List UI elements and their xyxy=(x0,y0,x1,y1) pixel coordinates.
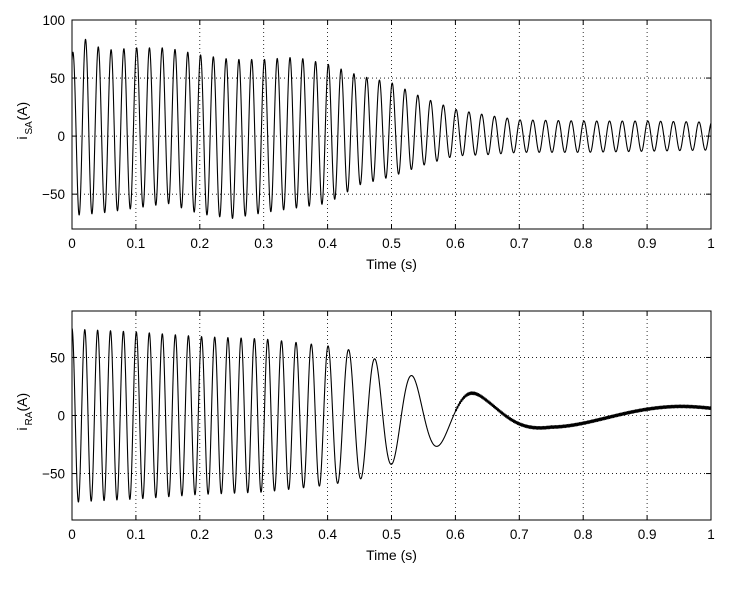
x-tick-label: 0.9 xyxy=(638,527,657,542)
rotor-current-plot: 0 0.1 0.2 0.3 0.4 0.5 0.6 0.7 0.8 0.9 1 50 0 −50 Time … xyxy=(14,310,715,563)
x-tick-label: 0.1 xyxy=(127,527,146,542)
y-tick-label: −50 xyxy=(42,187,65,202)
y-tick-label: 0 xyxy=(57,129,65,144)
rotor-current-trace xyxy=(71,328,712,503)
y-axis-label-main: i xyxy=(14,136,30,139)
x-tick-label: 0.4 xyxy=(318,236,337,251)
x-tick-label: 0.6 xyxy=(446,236,465,251)
stator-current-plot: 0 0.1 0.2 0.3 0.4 0.5 0.6 0.7 0.8 0.9 1 100 50 0 −50 Ti… xyxy=(14,13,715,272)
x-tick-label: 0.9 xyxy=(638,236,657,251)
x-tick-label: 0.1 xyxy=(127,236,146,251)
x-tick-label: 0.2 xyxy=(190,236,209,251)
y-axis-label: i RA (A) xyxy=(14,393,35,431)
y-axis-label-unit: (A) xyxy=(14,102,30,121)
x-tick-label: 0 xyxy=(68,236,76,251)
y-tick-label: 0 xyxy=(57,409,65,424)
x-tick-label: 0.4 xyxy=(318,527,337,542)
x-tick-label: 1 xyxy=(707,527,715,542)
x-tick-label: 0.3 xyxy=(254,236,273,251)
y-axis-label-subscript: RA xyxy=(24,411,35,425)
y-tick-label: 50 xyxy=(50,71,65,86)
x-tick-label: 0.5 xyxy=(382,236,401,251)
x-tick-label: 0.6 xyxy=(446,527,465,542)
x-axis-label: Time (s) xyxy=(366,256,417,272)
x-tick-label: 0.3 xyxy=(254,527,273,542)
x-tick-label: 0.8 xyxy=(574,527,593,542)
y-axis-label-unit: (A) xyxy=(14,393,30,412)
x-tick-label: 0.8 xyxy=(574,236,593,251)
y-axis-label: iSA (A) xyxy=(14,102,35,140)
x-tick-label: 0.5 xyxy=(382,527,401,542)
x-tick-label: 1 xyxy=(707,236,715,251)
x-axis-label: Time (s) xyxy=(366,547,417,563)
y-tick-label: 100 xyxy=(42,13,65,28)
y-tick-label: −50 xyxy=(42,467,65,482)
x-tick-label: 0.7 xyxy=(510,236,529,251)
stator-current-trace xyxy=(71,38,712,219)
x-tick-label: 0.2 xyxy=(190,527,209,542)
x-tick-label: 0 xyxy=(68,527,76,542)
y-axis-label-main: i xyxy=(14,427,30,430)
x-tick-label: 0.7 xyxy=(510,527,529,542)
y-tick-label: 50 xyxy=(50,350,65,365)
y-axis-label-subscript: SA xyxy=(24,121,35,135)
